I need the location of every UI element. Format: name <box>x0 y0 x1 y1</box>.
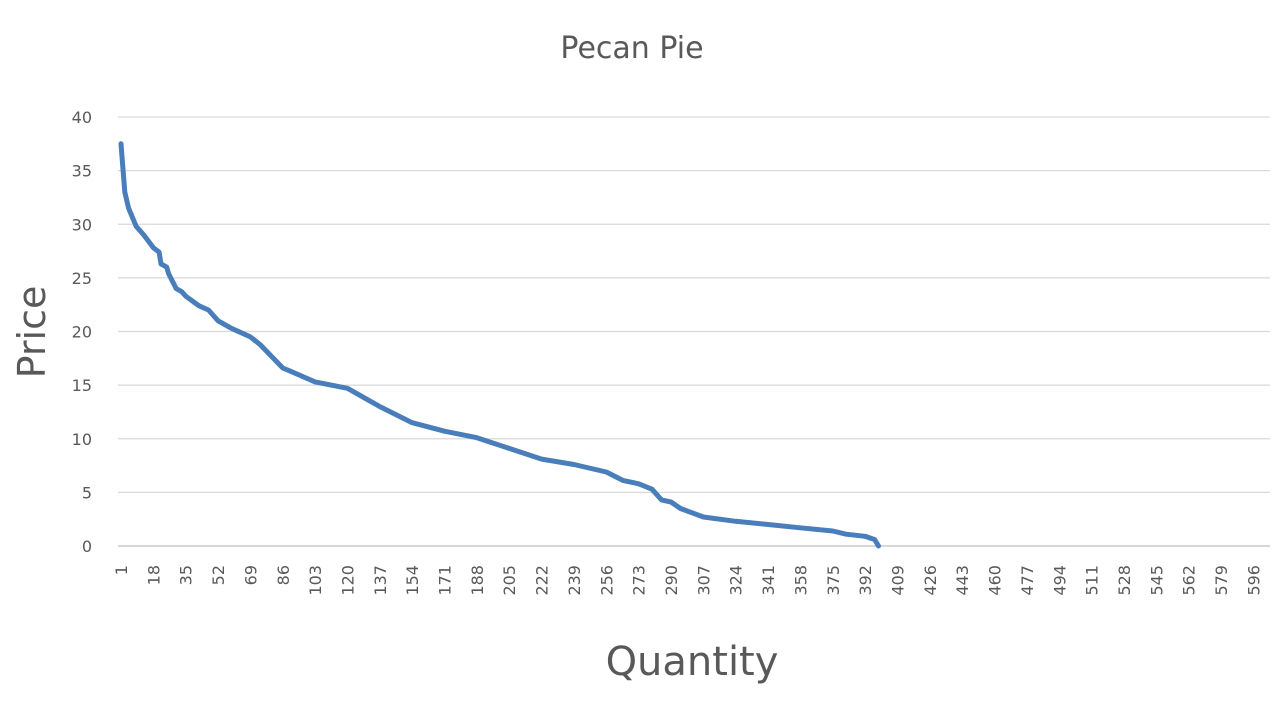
x-tick-label: 409 <box>888 565 907 596</box>
x-tick-label: 528 <box>1115 565 1134 596</box>
x-tick-label: 426 <box>921 565 940 596</box>
y-tick-label: 0 <box>82 537 92 556</box>
x-tick-label: 103 <box>306 565 325 596</box>
y-tick-label: 35 <box>72 162 92 181</box>
x-tick-label: 341 <box>759 565 778 596</box>
x-tick-label: 324 <box>727 565 746 596</box>
x-tick-label: 205 <box>500 565 519 596</box>
x-tick-label: 477 <box>1018 565 1037 596</box>
x-tick-label: 86 <box>274 565 293 585</box>
y-tick-label: 20 <box>72 323 92 342</box>
gridlines <box>118 116 1270 493</box>
x-tick-label: 256 <box>597 565 616 596</box>
x-tick-label: 307 <box>694 565 713 596</box>
series-line <box>118 141 881 549</box>
x-tick-label: 579 <box>1212 565 1231 596</box>
x-tick-label: 596 <box>1244 565 1263 596</box>
y-tick-label: 40 <box>72 108 92 127</box>
x-tick-label: 120 <box>338 565 357 596</box>
chart-title: Pecan Pie <box>560 31 703 66</box>
x-tick-label: 375 <box>824 565 843 596</box>
x-tick-label: 443 <box>953 565 972 596</box>
x-tick-label: 239 <box>565 565 584 596</box>
y-axis-ticks: 0 5 10 15 20 25 30 35 40 <box>72 108 92 556</box>
x-axis-ticks: 1 18 35 52 69 86 103 120 137 154 171 188 205 222 239 25… <box>112 565 1263 596</box>
x-tick-label: 171 <box>436 565 455 596</box>
x-tick-label: 1 <box>112 565 131 575</box>
x-tick-label: 137 <box>371 565 390 596</box>
x-tick-label: 35 <box>177 565 196 585</box>
x-tick-label: 290 <box>662 565 681 596</box>
x-tick-label: 52 <box>209 565 228 585</box>
x-tick-label: 188 <box>468 565 487 596</box>
x-tick-label: 358 <box>791 565 810 596</box>
y-tick-label: 15 <box>72 376 92 395</box>
x-tick-label: 545 <box>1147 565 1166 596</box>
x-tick-label: 18 <box>144 565 163 585</box>
x-tick-label: 222 <box>533 565 552 596</box>
x-tick-label: 273 <box>630 565 649 596</box>
x-tick-label: 562 <box>1180 565 1199 596</box>
x-tick-label: 69 <box>241 565 260 585</box>
series-layer <box>118 141 881 549</box>
y-tick-label: 10 <box>72 430 92 449</box>
x-tick-label: 511 <box>1083 565 1102 596</box>
x-axis-title: Quantity <box>606 639 779 685</box>
y-tick-label: 5 <box>82 483 92 502</box>
x-tick-label: 392 <box>856 565 875 596</box>
x-tick-label: 154 <box>403 565 422 596</box>
y-tick-label: 30 <box>72 215 92 234</box>
x-tick-label: 460 <box>986 565 1005 596</box>
y-axis-title: Price <box>10 286 54 379</box>
y-tick-label: 25 <box>72 269 92 288</box>
x-tick-label: 494 <box>1050 565 1069 596</box>
